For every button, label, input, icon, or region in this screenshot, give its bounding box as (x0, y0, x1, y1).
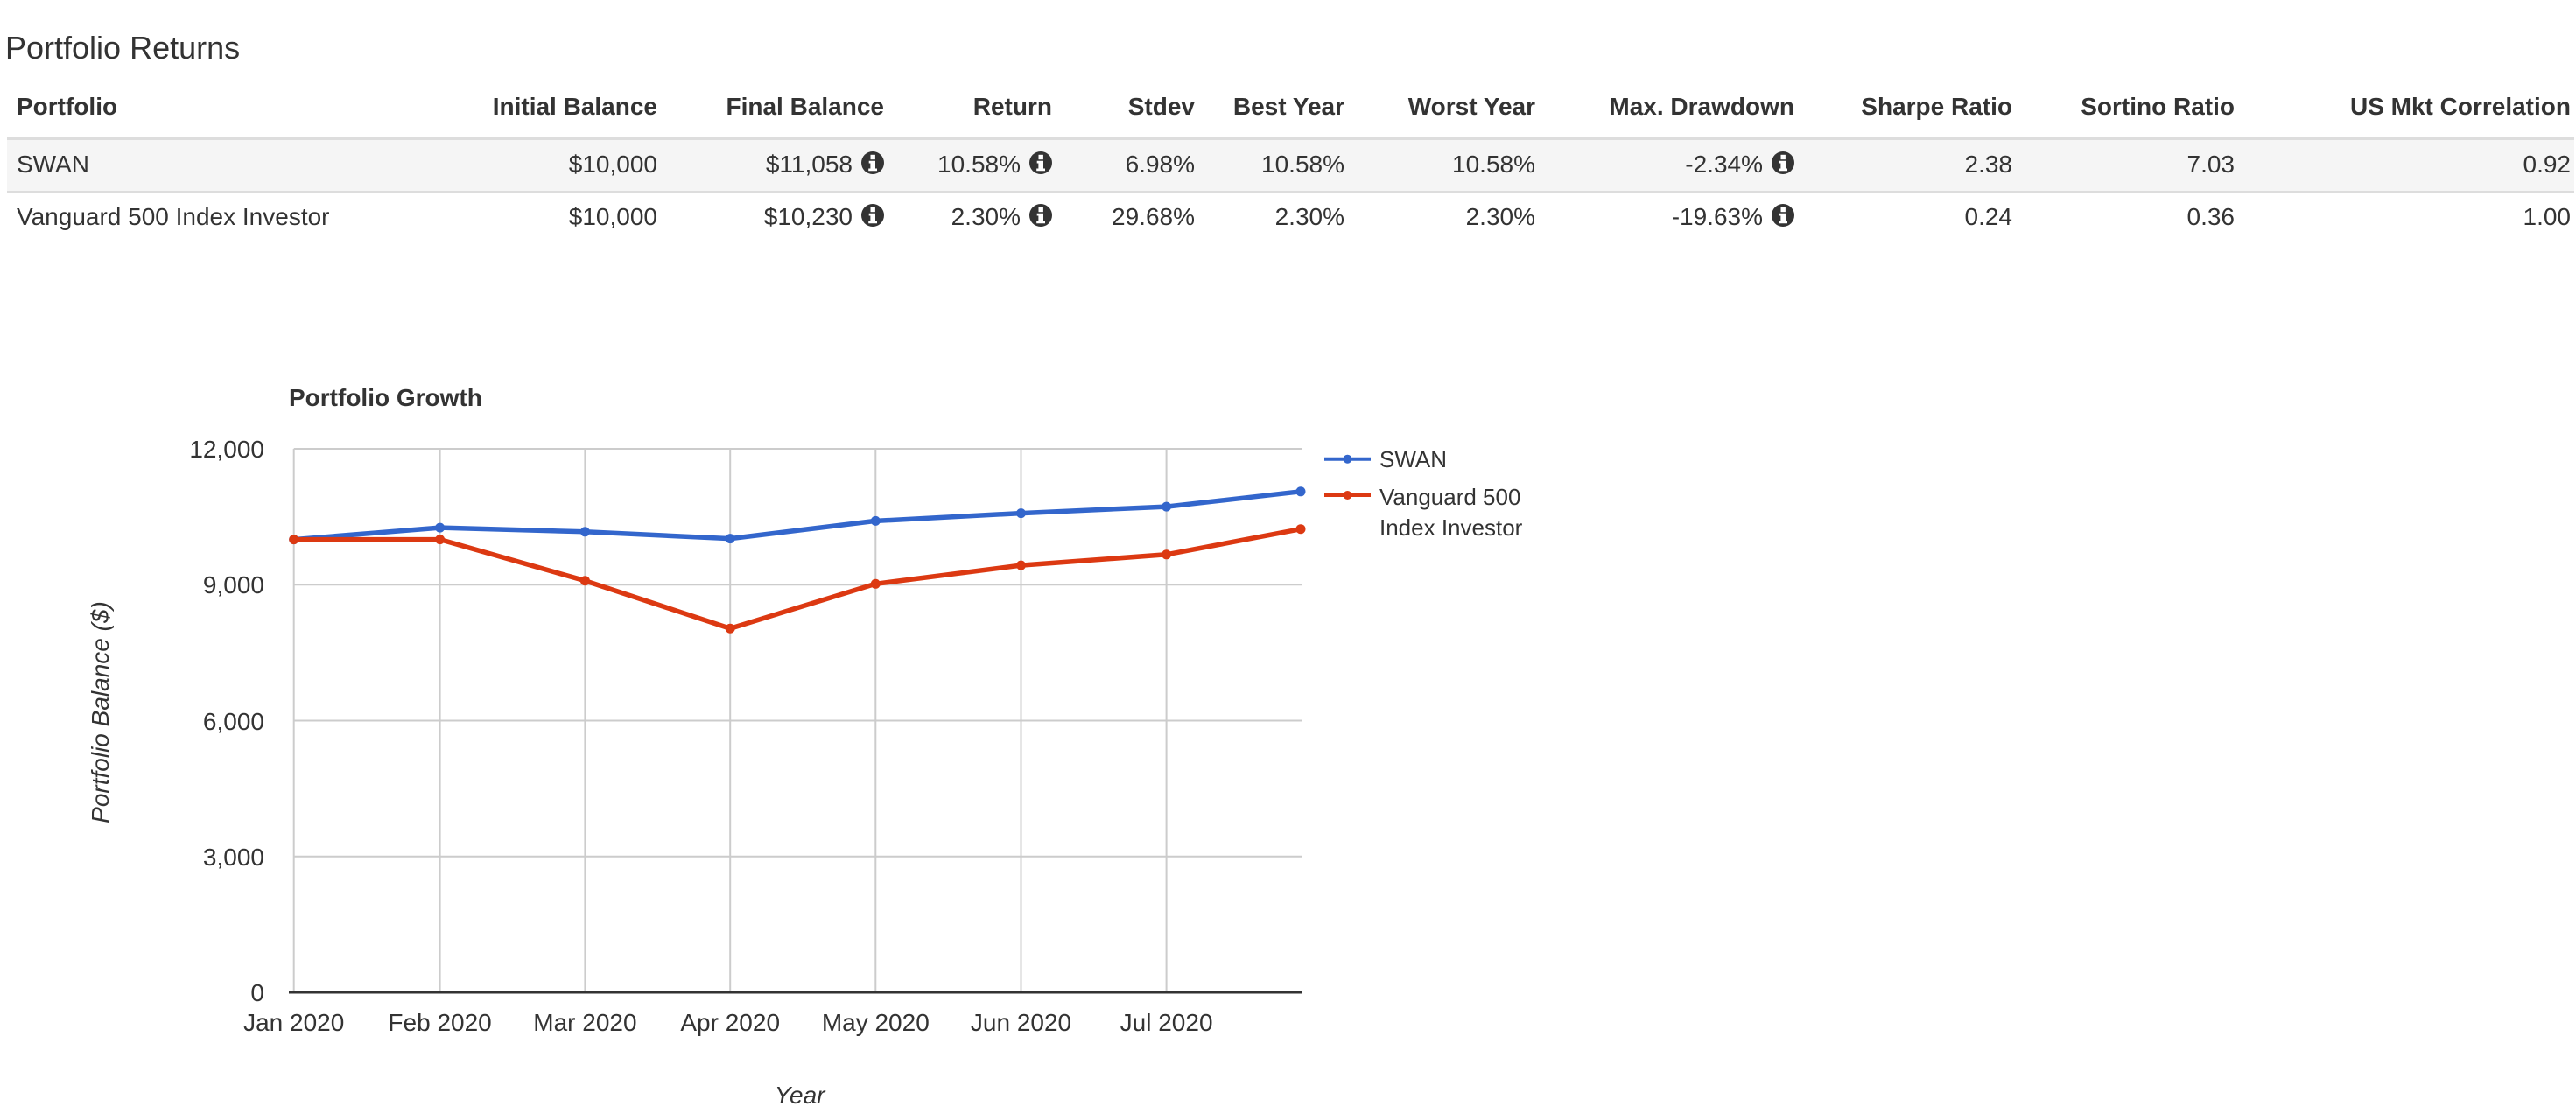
svg-text:6,000: 6,000 (203, 708, 264, 735)
svg-text:Jul 2020: Jul 2020 (1120, 1009, 1213, 1036)
svg-text:12,000: 12,000 (189, 436, 264, 463)
svg-text:Portfolio Growth: Portfolio Growth (289, 384, 482, 411)
svg-text:Jan 2020: Jan 2020 (243, 1009, 344, 1036)
svg-text:Mar 2020: Mar 2020 (533, 1009, 636, 1036)
svg-text:May 2020: May 2020 (822, 1009, 930, 1036)
svg-text:Index Investor: Index Investor (1379, 514, 1523, 541)
svg-text:3,000: 3,000 (203, 844, 264, 871)
svg-text:Year: Year (775, 1082, 826, 1109)
svg-text:Apr 2020: Apr 2020 (680, 1009, 780, 1036)
svg-text:Vanguard 500: Vanguard 500 (1379, 484, 1520, 510)
svg-text:Feb 2020: Feb 2020 (388, 1009, 491, 1036)
svg-text:Portfolio Balance ($): Portfolio Balance ($) (87, 601, 114, 823)
svg-text:Jun 2020: Jun 2020 (971, 1009, 1071, 1036)
svg-text:0: 0 (250, 979, 264, 1006)
svg-text:SWAN: SWAN (1379, 446, 1447, 472)
svg-text:9,000: 9,000 (203, 571, 264, 598)
